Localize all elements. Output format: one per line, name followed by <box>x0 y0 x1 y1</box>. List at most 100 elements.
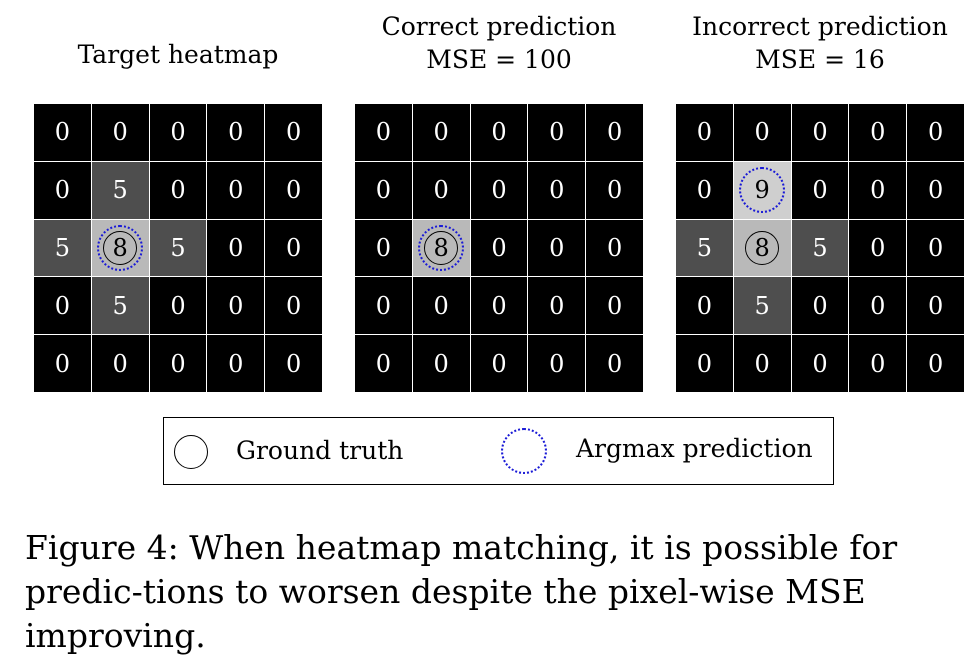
cell-value: 0 <box>285 176 302 205</box>
cell-value: 0 <box>870 176 886 205</box>
figure-caption: Figure 4: When heatmap matching, it is p… <box>25 528 898 655</box>
cell-value: 5 <box>112 176 128 205</box>
cell-value: 0 <box>812 118 828 147</box>
heatmap-cell: 0 <box>470 277 528 335</box>
heatmap-cell: 8 <box>91 219 149 277</box>
cell-value: 0 <box>870 233 886 262</box>
cell-value: 0 <box>870 291 886 320</box>
heatmap-cell: 0 <box>207 161 265 219</box>
cell-value: 0 <box>170 291 186 320</box>
cell-value: 9 <box>754 176 770 205</box>
heatmap-cell: 0 <box>586 335 643 392</box>
cell-value: 5 <box>812 233 828 262</box>
cell-value: 0 <box>112 349 128 378</box>
heatmap-cell: 0 <box>849 219 907 277</box>
cell-value: 0 <box>54 118 71 147</box>
heatmap-cell: 0 <box>265 104 322 161</box>
cell-value: 0 <box>285 118 302 147</box>
ground-truth-marker <box>745 230 780 265</box>
cell-value: 0 <box>285 349 302 378</box>
heatmap-cell: 5 <box>676 219 733 277</box>
heatmap-cell: 5 <box>91 277 149 335</box>
heatmap-cell: 0 <box>907 161 964 219</box>
cell-value: 0 <box>696 118 713 147</box>
cell-value: 0 <box>375 233 392 262</box>
cell-value: 0 <box>285 291 302 320</box>
cell-value: 0 <box>491 176 507 205</box>
cell-value: 0 <box>54 291 71 320</box>
heatmap-cell: 0 <box>586 104 643 161</box>
heatmap-cell: 5 <box>91 161 149 219</box>
heatmap-cell: 0 <box>528 219 586 277</box>
cell-value: 0 <box>433 176 449 205</box>
heatmap-cell: 0 <box>470 219 528 277</box>
heatmap-cell: 0 <box>34 277 91 335</box>
cell-value: 0 <box>606 291 623 320</box>
heatmap-cell: 0 <box>849 335 907 392</box>
heatmap-cell: 0 <box>733 104 791 161</box>
heatmap-cell: 0 <box>207 219 265 277</box>
heatmap-cell: 0 <box>849 277 907 335</box>
heatmap-cell: 0 <box>586 219 643 277</box>
argmax-prediction-marker <box>739 167 786 214</box>
cell-value: 0 <box>754 118 770 147</box>
heatmap-cell: 0 <box>849 161 907 219</box>
heatmap-cell: 0 <box>207 104 265 161</box>
cell-value: 0 <box>433 118 449 147</box>
heatmap-cell: 0 <box>149 335 207 392</box>
heatmap-cell: 5 <box>791 219 849 277</box>
argmax-dotted-circle-icon <box>501 428 547 474</box>
heatmap-cell: 0 <box>676 104 733 161</box>
cell-value: 0 <box>927 349 944 378</box>
heatmap-cell: 0 <box>412 277 470 335</box>
cell-value: 0 <box>228 291 244 320</box>
cell-value: 0 <box>491 118 507 147</box>
cell-value: 0 <box>606 349 623 378</box>
cell-value: 0 <box>812 291 828 320</box>
cell-value: 0 <box>375 291 392 320</box>
cell-value: 0 <box>549 118 565 147</box>
heatmap-cell: 0 <box>791 104 849 161</box>
heatmap-cell: 0 <box>412 104 470 161</box>
ground-truth-circle-icon <box>174 435 208 469</box>
legend-ground-truth-label: Ground truth <box>236 436 404 465</box>
heatmap-cell: 0 <box>149 161 207 219</box>
cell-value: 0 <box>375 176 392 205</box>
target-heatmap-grid: 0 0 0 0 0 0 5 0 0 0 5 8 5 0 0 0 5 0 0 0 0 0 0 0 0 <box>33 103 323 393</box>
heatmap-cell: 0 <box>149 277 207 335</box>
heatmap-cell: 0 <box>528 161 586 219</box>
cell-value: 0 <box>228 176 244 205</box>
heatmap-cell: 0 <box>34 161 91 219</box>
cell-value: 0 <box>549 233 565 262</box>
heatmap-cell: 0 <box>91 104 149 161</box>
cell-value: 0 <box>491 291 507 320</box>
heatmap-cell: 0 <box>470 104 528 161</box>
argmax-prediction-marker <box>97 224 144 271</box>
heatmap-cell: 9 <box>733 161 791 219</box>
heatmap-cell: 0 <box>676 335 733 392</box>
heatmap-cell: 5 <box>149 219 207 277</box>
cell-value: 0 <box>228 118 244 147</box>
cell-value: 0 <box>549 176 565 205</box>
argmax-prediction-marker <box>418 224 465 271</box>
heatmap-cell: 0 <box>207 277 265 335</box>
heatmap-cell: 5 <box>733 277 791 335</box>
cell-value: 5 <box>170 233 186 262</box>
heatmap-cell: 0 <box>849 104 907 161</box>
heatmap-cell: 0 <box>355 335 412 392</box>
heatmap-cell: 0 <box>470 335 528 392</box>
cell-value: 5 <box>112 291 128 320</box>
cell-value: 0 <box>927 118 944 147</box>
cell-value: 0 <box>112 118 128 147</box>
heatmap-cell: 0 <box>733 335 791 392</box>
cell-value: 0 <box>491 349 507 378</box>
cell-value: 0 <box>228 349 244 378</box>
cell-value: 5 <box>754 291 770 320</box>
cell-value: 0 <box>606 118 623 147</box>
heatmap-cell: 0 <box>528 335 586 392</box>
legend-argmax-label: Argmax prediction <box>576 434 813 463</box>
heatmap-cell: 5 <box>34 219 91 277</box>
heatmap-cell: 0 <box>907 277 964 335</box>
heatmap-cell: 0 <box>149 104 207 161</box>
cell-value: 8 <box>112 233 128 262</box>
